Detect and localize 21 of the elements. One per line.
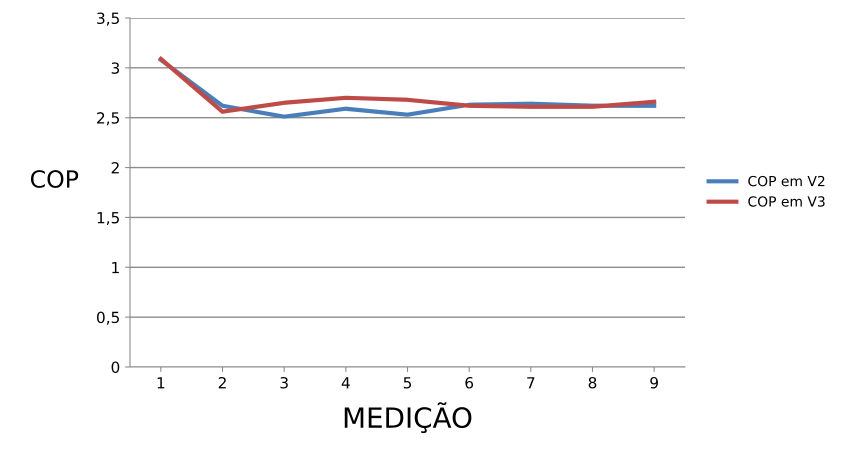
x-tick-label: 1 (158, 377, 164, 388)
y-axis-title: COP (30, 170, 78, 188)
x-tick-label: 9 (650, 376, 658, 389)
y-tick-label: 0,5 (96, 312, 119, 325)
y-tick-label: 0 (112, 361, 120, 374)
x-tick-label: 2 (218, 376, 226, 388)
x-tick-label: 6 (465, 376, 474, 389)
x-tick-label: 8 (588, 376, 596, 389)
y-tick-label: 1 (112, 262, 119, 274)
x-tick-label: 5 (404, 377, 412, 389)
x-tick-label: 7 (527, 377, 534, 388)
y-tick-label: 3 (112, 62, 120, 74)
y-tick-label: 2 (112, 162, 119, 174)
y-tick-label: 1,5 (98, 212, 119, 226)
y-tick-label: 3,5 (97, 12, 119, 26)
x-tick-label: 3 (280, 376, 288, 389)
legend-label: COP em V2 (748, 176, 824, 186)
x-tick-label: 4 (342, 377, 350, 388)
legend-label: COP em V3 (748, 196, 825, 207)
x-axis-title: MEDIÇÃO (344, 402, 472, 434)
y-tick-label: 2,5 (97, 112, 119, 126)
